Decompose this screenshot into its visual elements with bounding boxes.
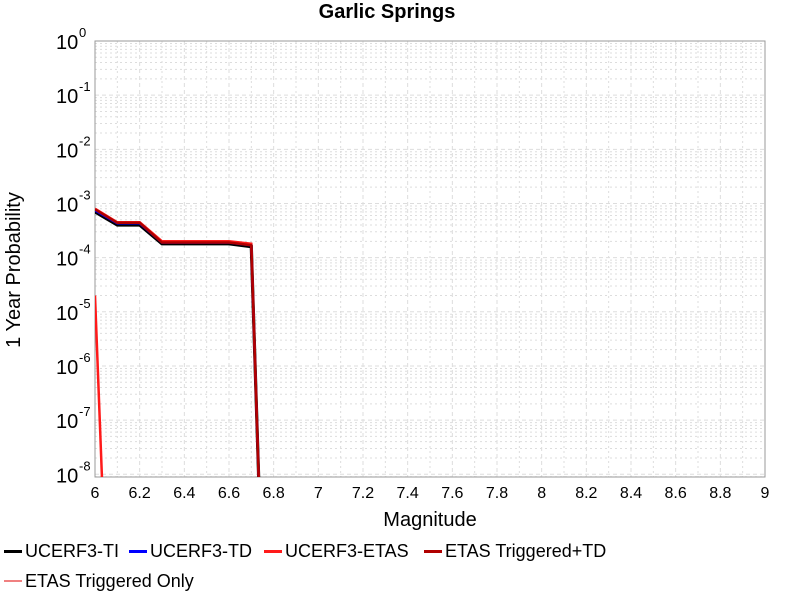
legend-item-ucerf3-etas: UCERF3-ETAS [264, 538, 409, 564]
y-tick-exponent: -5 [79, 296, 91, 311]
y-tick-exponent: -7 [79, 404, 91, 419]
x-tick-label: 6.4 [173, 485, 195, 502]
y-tick-exponent: -4 [79, 242, 91, 257]
series-line-ucerf3-ti [95, 210, 261, 477]
legend-swatch-etas-triggered-only [4, 580, 22, 582]
x-tick-label: 8.2 [575, 485, 597, 502]
series-line-etas-triggered-td [95, 208, 260, 477]
x-tick-label: 6.8 [263, 485, 285, 502]
x-tick-label: 8.4 [620, 485, 642, 502]
y-tick-label: 10 [56, 411, 78, 433]
grid [94, 40, 766, 478]
x-tick-label: 6.2 [129, 485, 151, 502]
series-line-etas-triggered-only [95, 295, 104, 477]
x-tick-label: 7.8 [486, 485, 508, 502]
y-tick-label: 10 [56, 86, 78, 108]
legend-label: UCERF3-ETAS [285, 541, 409, 561]
legend-swatch-ucerf3-etas [264, 549, 282, 553]
y-tick-exponent: 0 [79, 25, 86, 40]
x-tick-label: 7.4 [397, 485, 419, 502]
y-tick-label: 10 [56, 303, 78, 325]
y-tick-label: 10 [56, 249, 78, 271]
y-tick-label: 10 [56, 357, 78, 379]
y-axis-label: 1 Year Probability [3, 192, 25, 348]
y-tick-label: 10 [56, 32, 78, 54]
x-tick-label: 7.6 [441, 485, 463, 502]
x-axis-ticks: 6 6.2 6.4 6.6 6.8 7 7.2 7.4 7.6 7.8 8 8.2 8.4 8.6 8.8 9 [91, 485, 770, 502]
y-tick-exponent: -1 [79, 79, 91, 94]
x-tick-label: 7 [314, 485, 323, 502]
x-tick-label: 6.6 [218, 485, 240, 502]
x-axis-label: Magnitude [383, 509, 476, 531]
legend-swatch-ucerf3-td [129, 549, 147, 553]
y-tick-exponent: -2 [79, 133, 91, 148]
legend-item-etas-triggered-td: ETAS Triggered+TD [424, 538, 606, 564]
y-tick-label: 10 [56, 140, 78, 162]
y-tick-label: 10 [56, 194, 78, 216]
legend-swatch-etas-triggered-td [424, 549, 442, 553]
legend-item-ucerf3-ti: UCERF3-TI [4, 538, 119, 564]
y-tick-exponent: -3 [79, 187, 91, 202]
x-tick-label: 6 [91, 485, 100, 502]
legend-label: ETAS Triggered+TD [445, 541, 607, 561]
legend-label: ETAS Triggered Only [25, 571, 194, 591]
x-tick-label: 9 [761, 485, 770, 502]
x-tick-label: 7.2 [352, 485, 374, 502]
y-tick-label: 10 [56, 465, 78, 487]
legend-label: UCERF3-TI [25, 541, 119, 561]
series-layer [95, 207, 261, 477]
y-tick-exponent: -6 [79, 350, 91, 365]
legend-item-ucerf3-td: UCERF3-TD [129, 538, 252, 564]
legend-label: UCERF3-TD [150, 541, 252, 561]
y-tick-exponent: -8 [79, 458, 91, 473]
x-tick-label: 8.6 [665, 485, 687, 502]
x-tick-label: 8.8 [709, 485, 731, 502]
chart-title: Garlic Springs [319, 1, 456, 23]
legend-swatch-ucerf3-ti [4, 549, 22, 553]
x-tick-label: 8 [537, 485, 546, 502]
legend-item-etas-triggered-only: ETAS Triggered Only [4, 568, 194, 594]
plot-area [94, 40, 766, 478]
